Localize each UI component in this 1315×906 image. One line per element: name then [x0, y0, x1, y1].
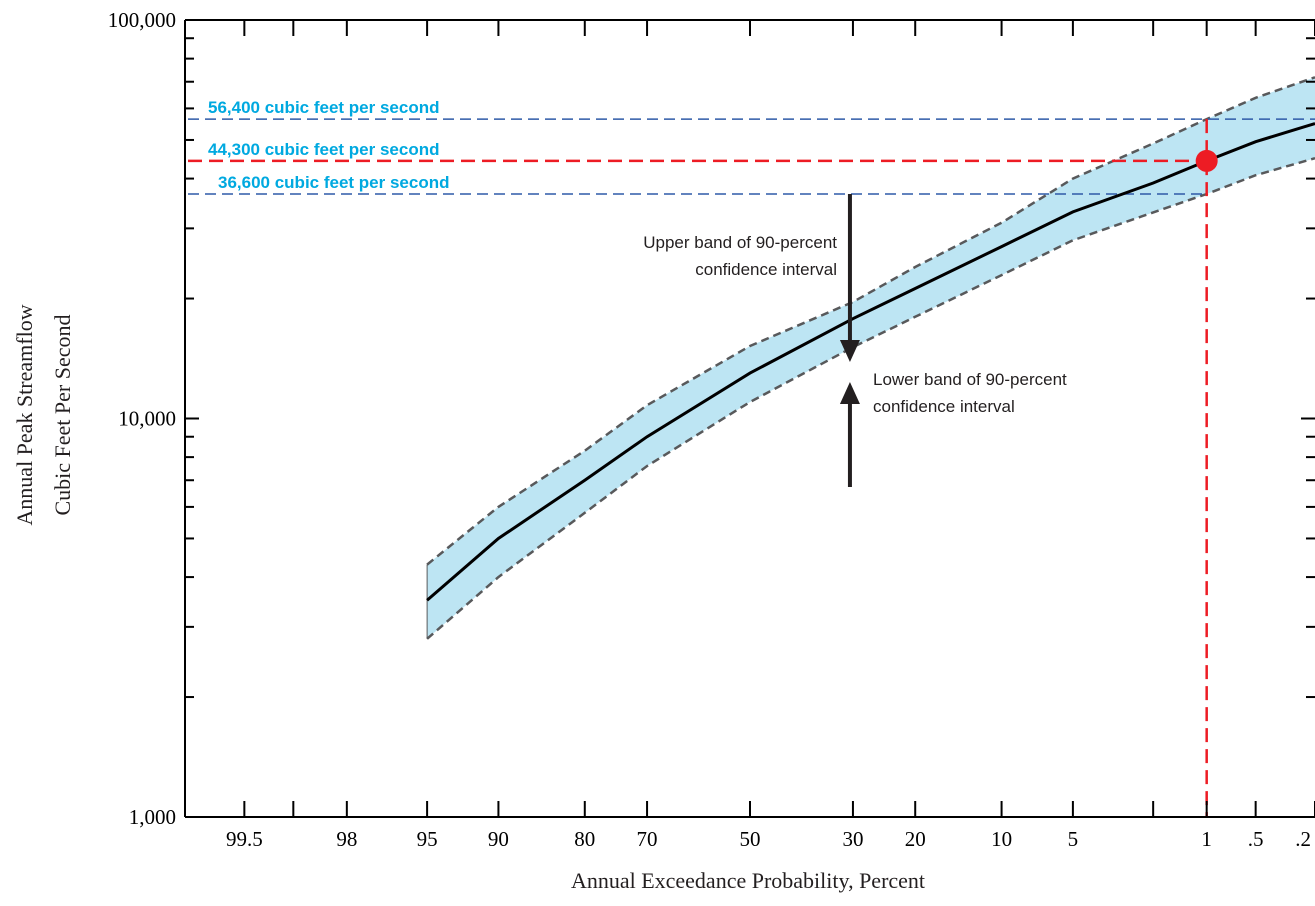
axes-layer: 1,000 10,000 100,000 99.5 98 95 90 80 70 50 30 20 10… [108, 8, 1315, 851]
reference-label-1: 56,400 cubic feet per second [208, 98, 440, 117]
x-tick-label: 10 [991, 827, 1012, 851]
highlight-point [1195, 149, 1218, 172]
y-tick-label: 10,000 [118, 407, 176, 431]
annotation-lower-line-2: confidence interval [873, 397, 1015, 416]
lower-arrow-head [839, 382, 860, 405]
x-tick-label: 80 [574, 827, 595, 851]
x-tick-label: .5 [1248, 827, 1264, 851]
x-tick-label: 90 [488, 827, 509, 851]
confidence-band-fill [427, 77, 1315, 639]
reference-label-3: 36,600 cubic feet per second [218, 173, 450, 192]
y-axis-title-line-1: Annual Peak Streamflow [12, 304, 37, 525]
x-tick-label: 5 [1068, 827, 1079, 851]
x-tick-label: 99.5 [226, 827, 263, 851]
y-axis-title-line-2: Cubic Feet Per Second [50, 314, 75, 515]
x-tick-label: 70 [637, 827, 658, 851]
x-tick-label: 50 [740, 827, 761, 851]
x-axis-title: Annual Exceedance Probability, Percent [571, 868, 925, 893]
annotation-upper-line-1: Upper band of 90-percent [643, 233, 837, 252]
x-tick-label: 95 [417, 827, 438, 851]
x-tick-label: 98 [336, 827, 357, 851]
x-tick-label: 1 [1201, 827, 1212, 851]
annotations-layer: Upper band of 90-percent confidence inter… [643, 193, 1067, 487]
upper-arrow-head [839, 340, 860, 363]
lower-confidence-line [426, 156, 1315, 640]
annotation-upper-line-2: confidence interval [695, 260, 837, 279]
x-tick-label: .2 [1295, 827, 1311, 851]
upper-confidence-line [426, 76, 1315, 566]
x-tick-label: 30 [842, 827, 863, 851]
y-tick-label: 100,000 [108, 8, 176, 32]
reference-lines-layer: 56,400 cubic feet per second 44,300 cubic… [188, 98, 1315, 817]
annotation-lower-line-1: Lower band of 90-percent [873, 370, 1067, 389]
y-tick-label: 1,000 [129, 805, 176, 829]
reference-label-2: 44,300 cubic feet per second [208, 140, 440, 159]
estimate-line-layer [426, 122, 1315, 602]
x-tick-label: 20 [905, 827, 926, 851]
